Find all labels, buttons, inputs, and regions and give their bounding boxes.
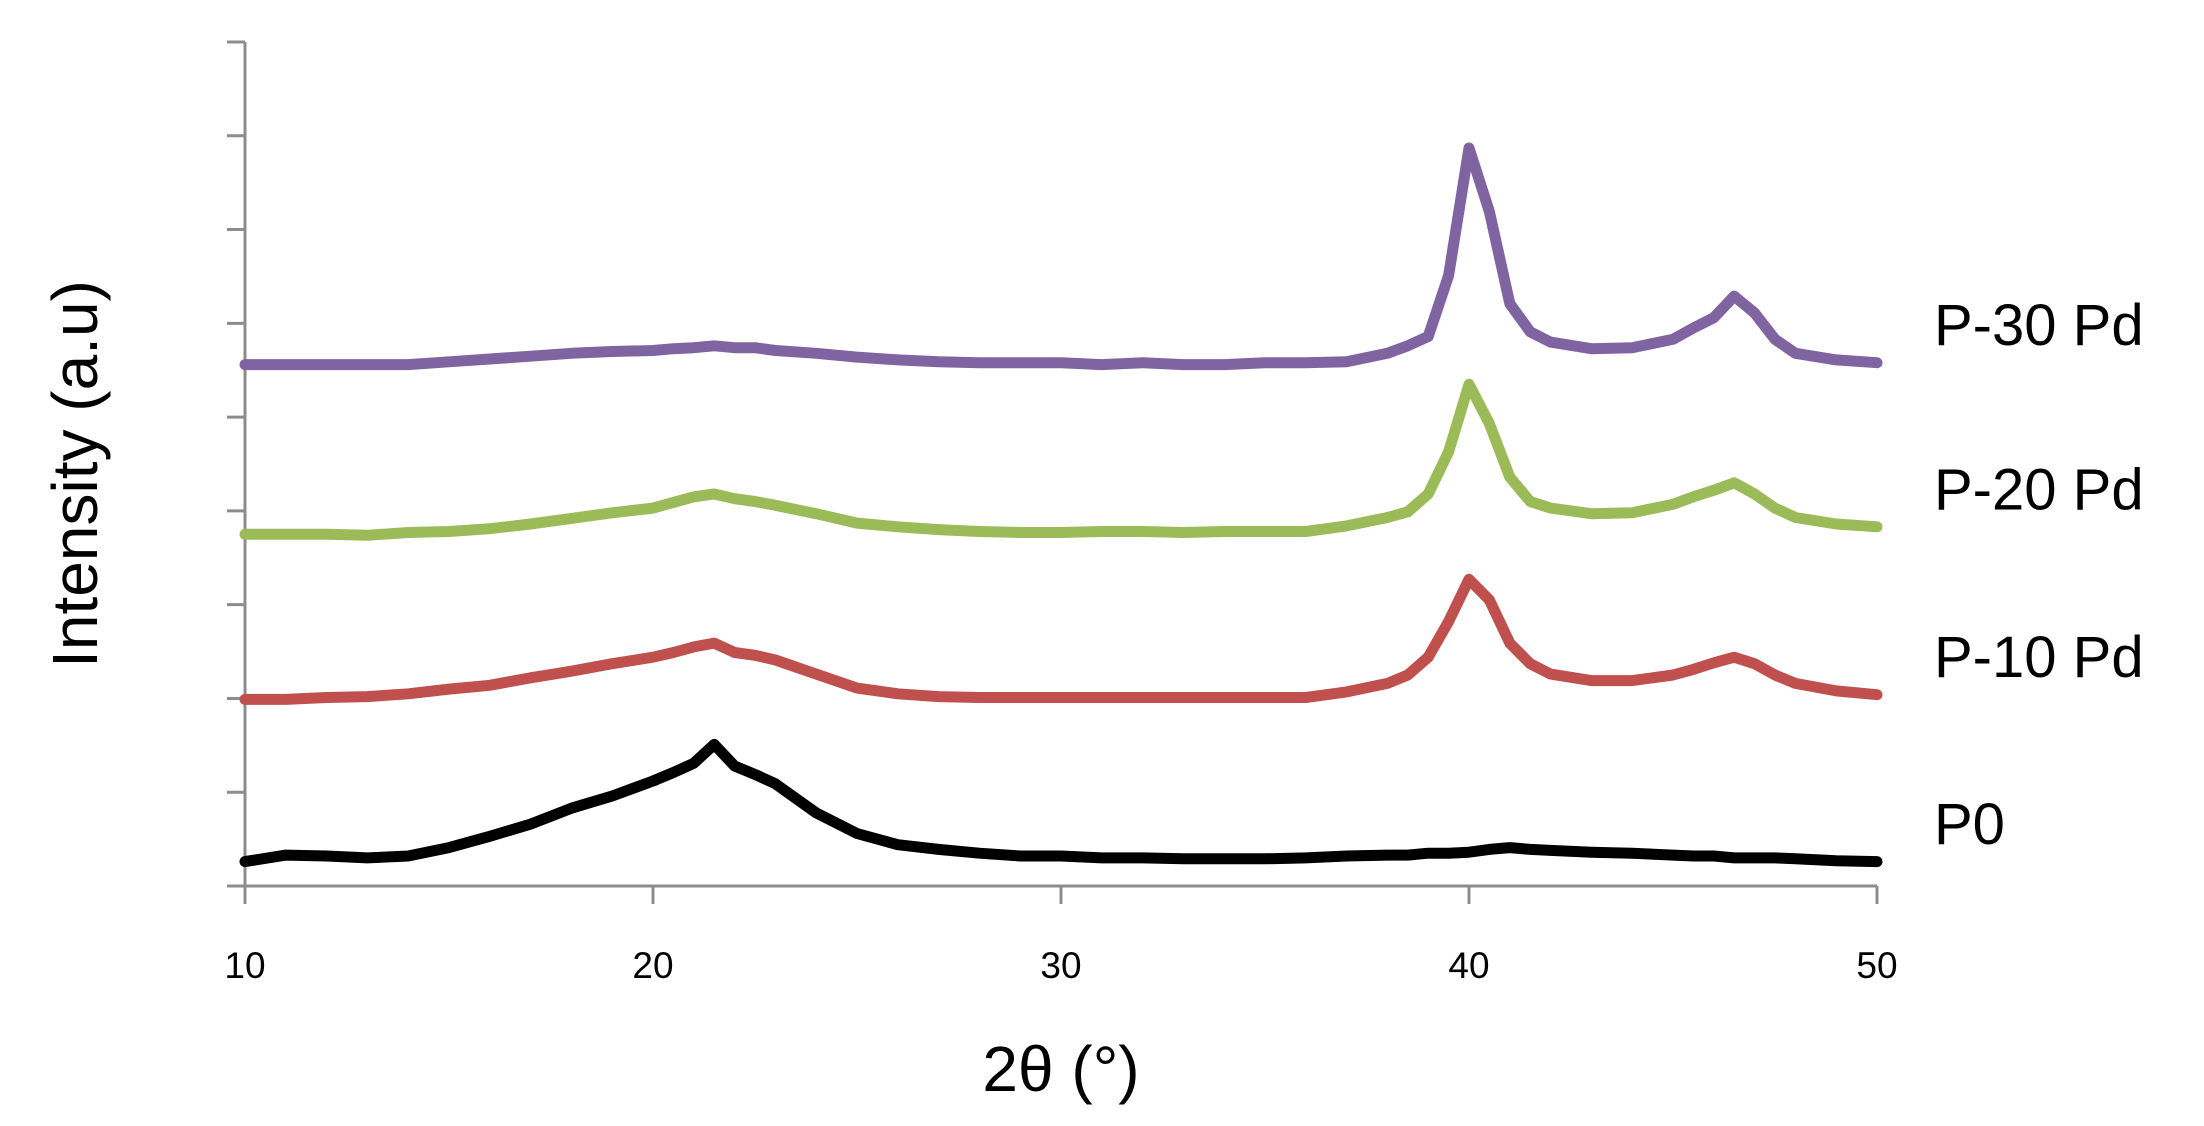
series-line xyxy=(239,738,1883,868)
series-label: P-30 Pd xyxy=(1934,293,2144,358)
x-tick-label: 40 xyxy=(1448,945,1489,986)
series-label: P-20 Pd xyxy=(1934,457,2144,522)
series-label: P0 xyxy=(1934,792,2005,857)
x-tick-label: 20 xyxy=(632,945,673,986)
series-line xyxy=(239,573,1883,705)
x-tick-label: 50 xyxy=(1856,945,1897,986)
x-tick-label: 10 xyxy=(224,945,265,986)
y-axis-title: Intensity (a.u) xyxy=(39,280,111,668)
x-tick-label: 30 xyxy=(1040,945,1081,986)
series-line xyxy=(239,142,1883,371)
series-label: P-10 Pd xyxy=(1934,625,2144,690)
x-axis-title: 2θ (°) xyxy=(982,1033,1139,1105)
series-line xyxy=(239,378,1883,541)
